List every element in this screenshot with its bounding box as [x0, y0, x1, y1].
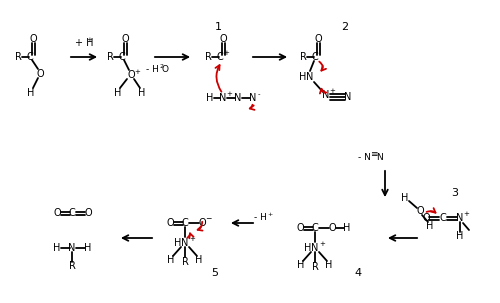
Text: C: C [440, 213, 446, 223]
Text: H: H [402, 193, 408, 203]
Text: 3: 3 [452, 188, 458, 198]
Text: - N: - N [358, 154, 371, 162]
Text: - H: - H [146, 65, 158, 75]
Text: + H: + H [75, 38, 94, 48]
Text: H: H [174, 238, 182, 248]
Text: - H: - H [254, 214, 266, 222]
Text: 2: 2 [342, 22, 348, 32]
Text: O: O [296, 223, 304, 233]
Text: H: H [298, 260, 304, 270]
Text: N: N [456, 213, 464, 223]
Text: O: O [422, 213, 430, 223]
Text: C: C [118, 52, 126, 62]
Text: H: H [456, 231, 464, 241]
Text: H: H [54, 243, 60, 253]
Text: 4: 4 [354, 268, 362, 278]
Text: N: N [68, 243, 75, 253]
Text: H: H [300, 72, 306, 82]
Text: H: H [84, 243, 91, 253]
Text: O: O [127, 70, 135, 80]
Text: +: + [226, 91, 232, 97]
Text: O: O [53, 208, 61, 218]
Text: H: H [344, 223, 350, 233]
Text: O: O [219, 34, 227, 44]
Text: C: C [312, 52, 318, 62]
Text: H: H [326, 260, 332, 270]
Text: O: O [84, 208, 92, 218]
Text: R: R [106, 52, 114, 62]
Text: N: N [182, 238, 188, 248]
Text: +: + [86, 37, 92, 43]
Text: +: + [189, 236, 195, 242]
Text: 2: 2 [160, 65, 164, 69]
Text: −: − [205, 215, 211, 224]
Text: H: H [138, 88, 145, 98]
Text: +: + [319, 241, 325, 247]
Text: C: C [68, 208, 75, 218]
Text: N: N [376, 154, 383, 162]
Text: O: O [121, 34, 129, 44]
Text: C: C [312, 223, 318, 233]
Text: O: O [314, 34, 322, 44]
Text: O: O [198, 218, 206, 228]
Text: N: N [250, 93, 256, 103]
Text: 5: 5 [212, 268, 218, 278]
Text: R: R [204, 52, 212, 62]
Text: +: + [268, 212, 272, 218]
Text: H: H [196, 255, 202, 265]
Text: O: O [416, 206, 424, 216]
Text: H: H [304, 243, 312, 253]
Text: ≡: ≡ [370, 149, 378, 158]
Text: R: R [14, 52, 21, 62]
Text: N: N [312, 243, 318, 253]
Text: +: + [329, 88, 335, 94]
Text: H: H [426, 221, 434, 231]
Text: H: H [168, 255, 174, 265]
Text: N: N [220, 93, 226, 103]
Text: -: - [258, 91, 260, 97]
Text: +: + [463, 211, 469, 217]
Text: O: O [29, 34, 37, 44]
Text: R: R [312, 262, 318, 272]
Text: N: N [306, 72, 314, 82]
Text: O: O [328, 223, 336, 233]
Text: O: O [162, 65, 168, 75]
Text: O: O [166, 218, 174, 228]
Text: +: + [134, 69, 140, 75]
Text: +: + [223, 50, 229, 56]
Text: R: R [300, 52, 306, 62]
Text: O: O [36, 69, 44, 79]
Text: H: H [206, 93, 214, 103]
Text: N: N [322, 90, 330, 100]
Text: R: R [68, 261, 75, 271]
Text: H: H [114, 88, 121, 98]
Text: C: C [26, 52, 34, 62]
Text: N: N [234, 93, 242, 103]
Text: R: R [182, 257, 188, 267]
Text: H: H [28, 88, 34, 98]
Text: C: C [216, 52, 224, 62]
Text: 1: 1 [214, 22, 222, 32]
Text: N: N [344, 92, 352, 102]
Text: C: C [182, 218, 188, 228]
